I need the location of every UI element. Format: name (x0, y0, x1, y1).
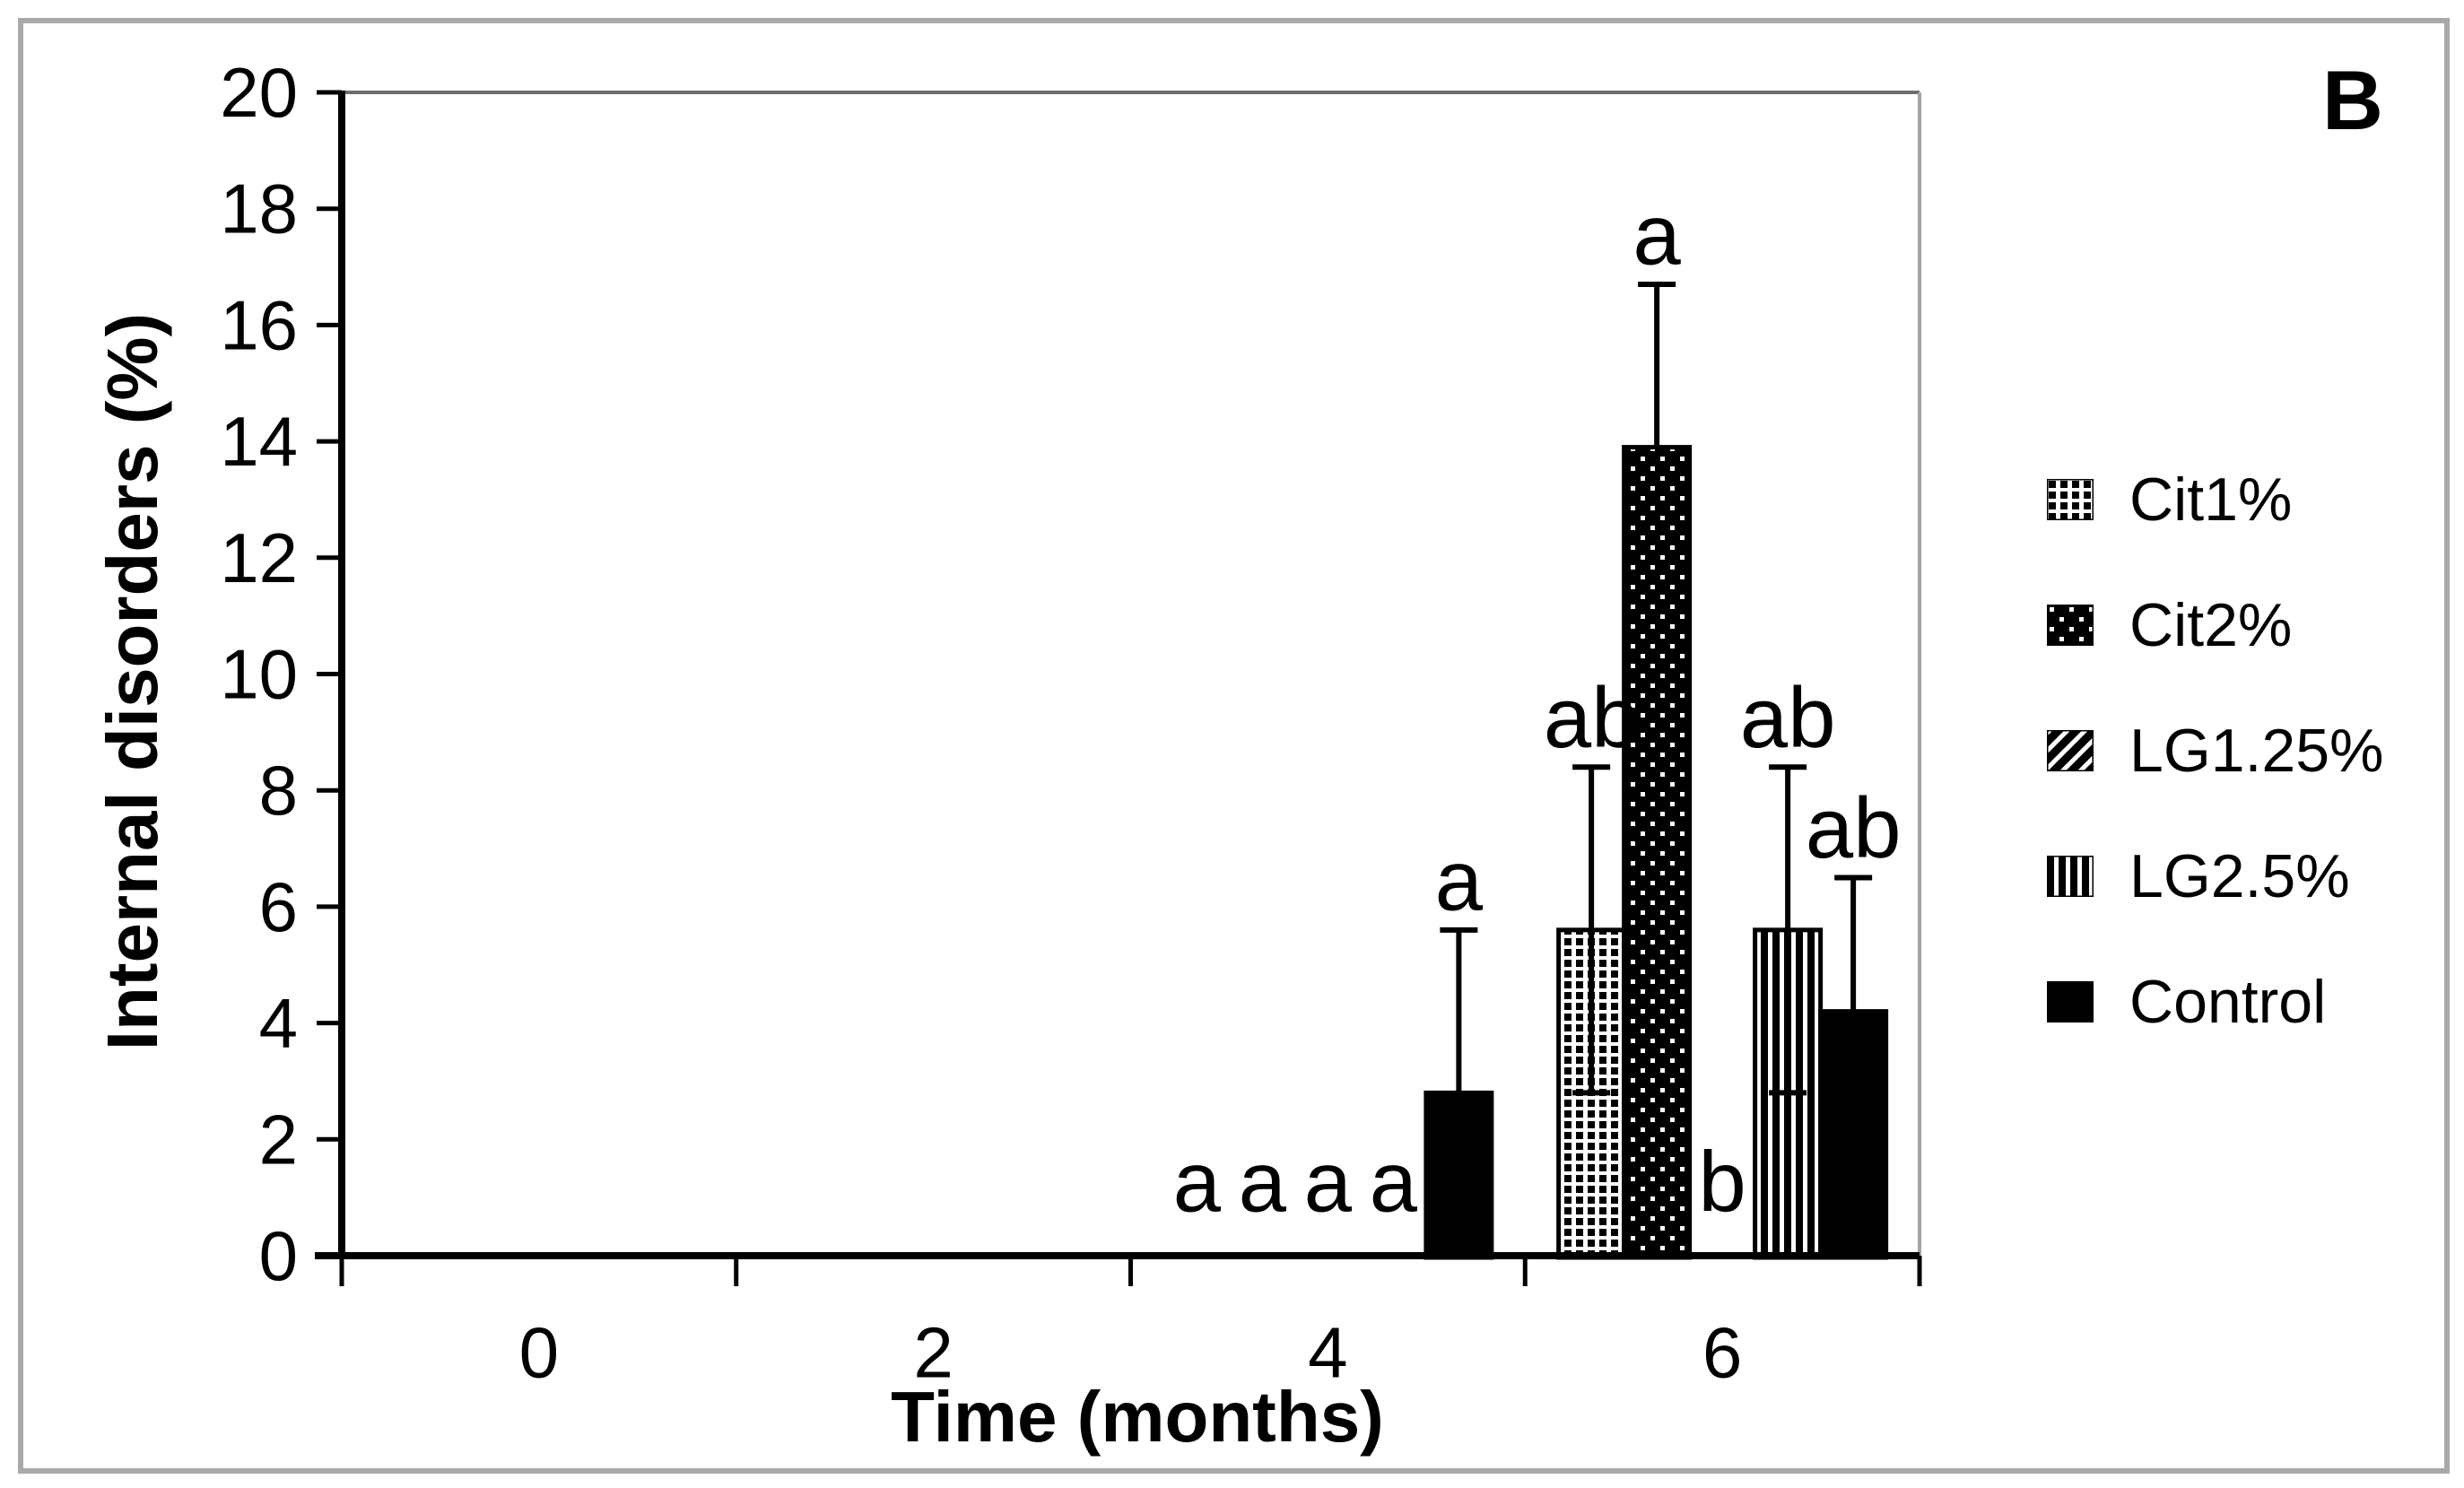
sig-letter-LG2.5%-month-4: a (1370, 1135, 1418, 1231)
legend-swatch-dot-grid-icon (2047, 479, 2094, 520)
bar-Cit2%-month-6 (1622, 445, 1693, 1260)
legend-swatch-solid-icon (2047, 981, 2094, 1022)
legend-item-lg125: LG1.25% (2047, 688, 2384, 814)
x-tick-label: 4 (1308, 1313, 1348, 1393)
sig-letter-Cit1%-month-6: ab (1544, 670, 1640, 766)
x-tick-label: 2 (913, 1313, 953, 1393)
y-tick-label: 4 (259, 984, 298, 1063)
legend: Cit1% Cit2% LG1.25% LG2.5% Control (2047, 437, 2384, 1065)
x-axis-title: Time (months) (891, 1377, 1384, 1457)
x-tick-label: 6 (1702, 1313, 1743, 1393)
sig-letter-Control-month-4: a (1435, 832, 1484, 928)
y-tick-label: 8 (259, 751, 298, 830)
y-tick-label: 14 (220, 402, 298, 481)
x-tick-label: 0 (519, 1313, 560, 1393)
y-tick-label: 10 (220, 635, 298, 714)
y-tick-label: 18 (220, 170, 298, 248)
legend-item-cit1: Cit1% (2047, 437, 2384, 562)
y-tick-label: 0 (259, 1216, 298, 1295)
legend-label: Cit1% (2129, 466, 2293, 534)
y-tick-label: 2 (259, 1100, 298, 1179)
legend-swatch-sparse-dots-icon (2047, 605, 2094, 646)
y-tick-label: 12 (220, 518, 298, 597)
sig-letter-Cit1%-month-4: a (1173, 1135, 1222, 1231)
sig-letter-LG1.25%-month-6: b (1698, 1135, 1746, 1231)
y-tick-label: 16 (220, 285, 298, 364)
legend-label: Cit2% (2129, 591, 2293, 659)
legend-label: LG2.5% (2129, 842, 2350, 910)
legend-label: LG1.25% (2129, 717, 2384, 785)
bar-Control-month-4 (1424, 1090, 1494, 1260)
y-axis-title: Internal disorders (%) (92, 312, 172, 1051)
bar-Control-month-6 (1818, 1009, 1889, 1260)
sig-letter-Cit2%-month-6: a (1633, 187, 1681, 283)
y-tick-label: 20 (220, 53, 298, 132)
panel-label: B (2322, 53, 2383, 147)
legend-item-cit2: Cit2% (2047, 562, 2384, 688)
legend-item-lg25: LG2.5% (2047, 814, 2384, 939)
legend-swatch-vertical-stripes-icon (2047, 856, 2094, 897)
sig-letter-LG1.25%-month-4: a (1304, 1135, 1353, 1231)
sig-letter-LG2.5%-month-6: ab (1740, 670, 1836, 766)
legend-label: Control (2129, 968, 2327, 1036)
sig-letter-Control-month-6: ab (1806, 780, 1902, 876)
legend-item-control: Control (2047, 939, 2384, 1065)
legend-swatch-diagonal-hatch-icon (2047, 730, 2094, 771)
y-tick-label: 6 (259, 867, 298, 946)
sig-letter-Cit2%-month-4: a (1239, 1135, 1287, 1231)
